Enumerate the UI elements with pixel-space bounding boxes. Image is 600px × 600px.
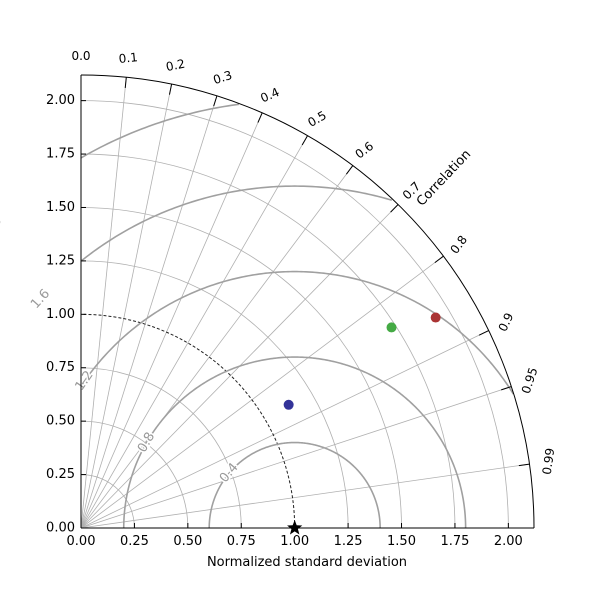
- y-tick-label: 1.50: [46, 200, 75, 215]
- correlation-tick-label: 0.3: [211, 68, 233, 87]
- axes-layer: [80, 74, 535, 529]
- y-tick-label: 0.50: [46, 414, 75, 429]
- x-tick-label: 1.00: [280, 534, 309, 549]
- correlation-tick-mark: [518, 463, 530, 467]
- std-gridline-arc: [80, 100, 509, 529]
- correlation-tick-label: 0.95: [519, 366, 541, 396]
- correlation-tick-label: 0.1: [118, 50, 138, 66]
- x-tick-label: 0.50: [173, 534, 202, 549]
- correlation-tick-mark: [301, 135, 308, 146]
- rms-contour: [81, 185, 393, 262]
- rms-contour-label: 2.0: [0, 213, 5, 238]
- correlation-gridline: [80, 330, 489, 529]
- x-tick-label: 0.25: [120, 534, 149, 549]
- correlation-gridline: [80, 463, 530, 529]
- reference-star-marker: [287, 520, 303, 535]
- correlation-tick-label: 0.4: [258, 85, 281, 105]
- outer-correlation-arc: [80, 74, 535, 529]
- y-tick-label: 1.00: [46, 307, 75, 322]
- correlation-gridline: [80, 77, 127, 529]
- rms-contour: [80, 103, 240, 159]
- correlation-tick-mark: [501, 386, 512, 391]
- correlation-gridline: [80, 255, 444, 529]
- std-gridline-arc: [80, 367, 242, 529]
- correlation-tick-label: 0.5: [305, 108, 329, 130]
- std-gridline-arc: [80, 420, 189, 529]
- correlation-gridline: [80, 135, 308, 529]
- tick-layer: 0.0 0.1 0.20.30.40.50.60.70.80.90.950.990.…: [46, 49, 557, 549]
- y-tick-label: 2.00: [46, 93, 75, 108]
- correlation-tick-label: 0.2: [165, 57, 187, 75]
- rms-contour: [122, 356, 467, 528]
- correlation-tick-label: 0.9: [496, 311, 517, 334]
- y-tick-label: 1.25: [46, 253, 75, 268]
- correlation-tick-mark: [478, 330, 489, 336]
- correlation-gridline: [80, 84, 172, 529]
- x-tick-label: 1.50: [387, 534, 416, 549]
- x-tick-label: 0.00: [67, 534, 96, 549]
- correlation-tick-label: 0.8: [447, 233, 470, 257]
- points-layer: [283, 312, 441, 535]
- correlation-gridline: [80, 95, 218, 529]
- correlation-tick-mark: [168, 84, 173, 95]
- data-point: [283, 399, 294, 410]
- correlation-tick-label: 0.0: [71, 49, 90, 63]
- correlation-tick-mark: [434, 255, 444, 264]
- correlation-gridline: [80, 386, 512, 529]
- y-tick-label: 0.75: [46, 360, 75, 375]
- x-tick-label: 1.75: [440, 534, 469, 549]
- correlation-tick-mark: [213, 95, 218, 107]
- correlation-tick-mark: [345, 165, 354, 175]
- x-axis-label: Normalized standard deviation: [207, 555, 407, 570]
- std-gridline-arc: [80, 474, 135, 529]
- correlation-tick-label: 0.99: [540, 447, 558, 475]
- correlation-gridline: [80, 112, 263, 529]
- x-tick-label: 2.00: [494, 534, 523, 549]
- correlation-axis-label: Correlation: [414, 147, 474, 209]
- data-point: [430, 312, 441, 323]
- y-tick-label: 0.25: [46, 467, 75, 482]
- y-tick-label: 1.75: [46, 147, 75, 162]
- reference-std-arc: [80, 313, 296, 529]
- correlation-tick-mark: [257, 112, 263, 123]
- correlation-tick-label: 0.6: [353, 139, 377, 162]
- rms-contour: [208, 441, 381, 528]
- correlation-gridline: [80, 165, 354, 529]
- data-point: [386, 322, 397, 333]
- std-gridline-arc: [80, 153, 456, 529]
- x-tick-label: 0.75: [227, 534, 256, 549]
- correlation-tick-mark: [124, 77, 127, 88]
- std-gridline-arc: [80, 260, 349, 529]
- x-tick-label: 1.25: [334, 534, 363, 549]
- grid-layer: [80, 77, 530, 529]
- correlation-tick-mark: [390, 204, 399, 213]
- rms-contour: [81, 270, 514, 395]
- rms-contour-label: 1.2: [73, 368, 97, 394]
- y-tick-label: 0.00: [46, 521, 75, 536]
